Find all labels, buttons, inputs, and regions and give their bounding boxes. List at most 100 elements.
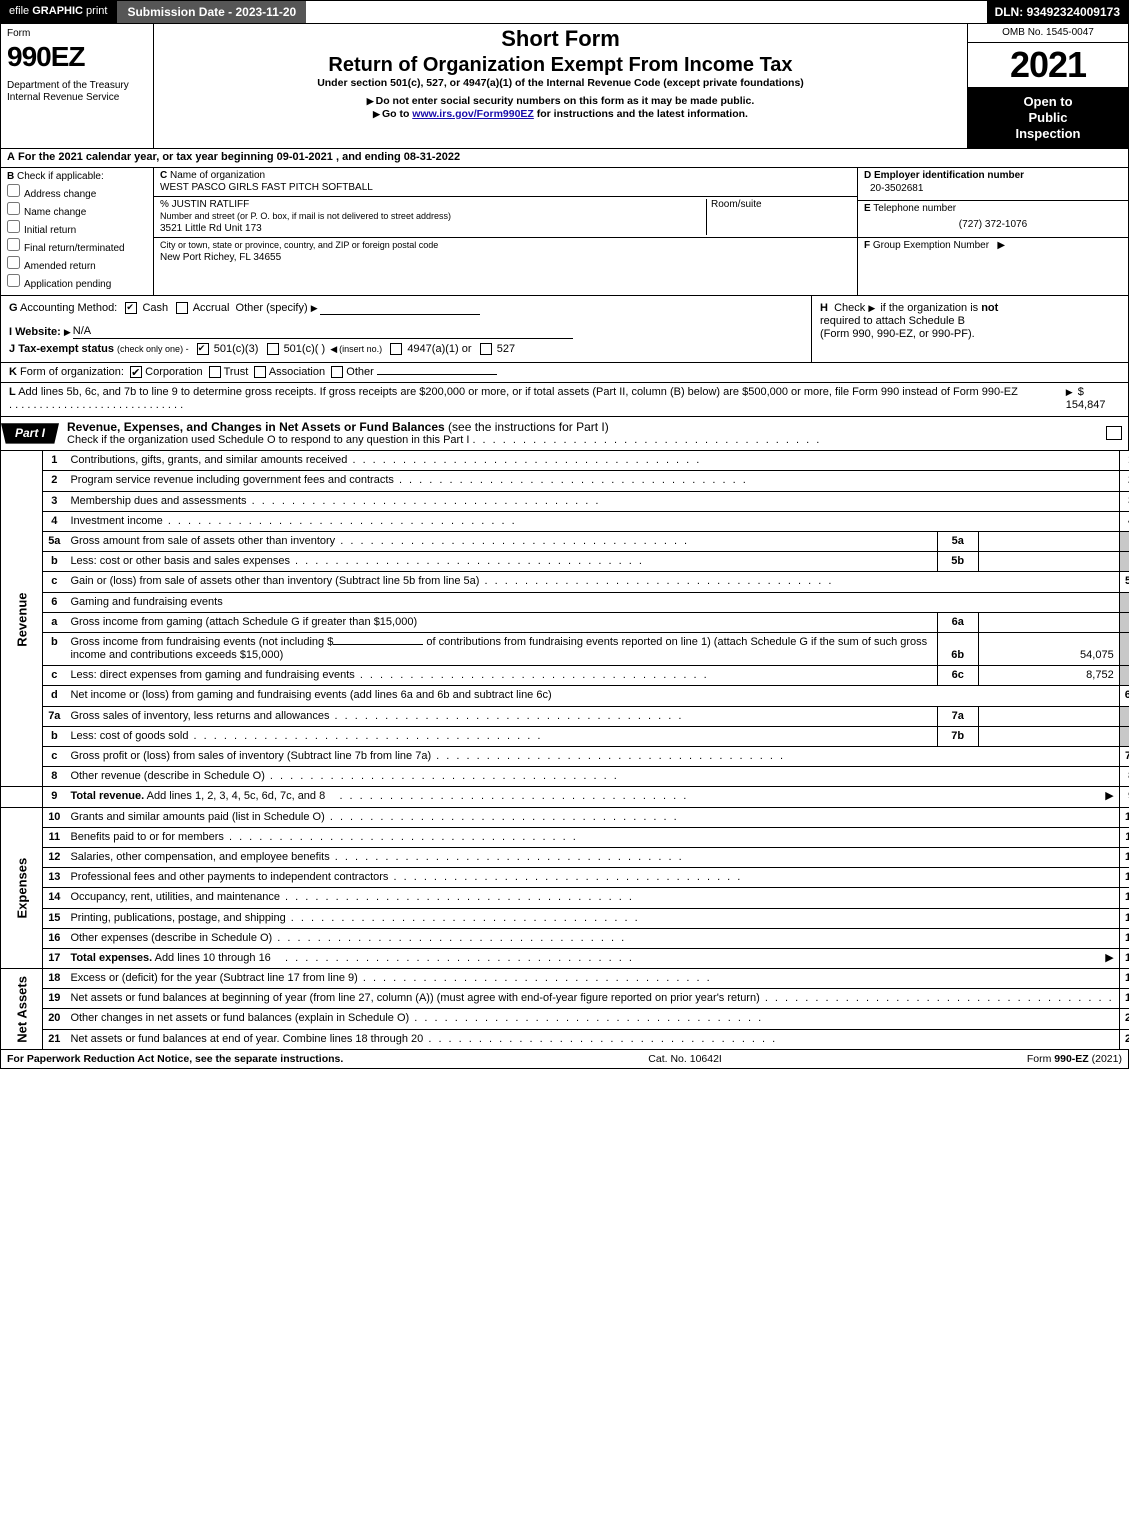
checkbox-accrual[interactable] (176, 302, 188, 314)
lineno: 17 (43, 948, 66, 968)
boxno: 2 (1119, 471, 1129, 491)
page-footer: For Paperwork Reduction Act Notice, see … (0, 1050, 1129, 1070)
j-4947: 4947(a)(1) or (407, 343, 471, 355)
donot-text: Do not enter social security numbers on … (376, 95, 755, 107)
b-checkif: Check if applicable: (17, 171, 104, 182)
dln-pill: DLN: 93492324009173 (987, 1, 1128, 23)
ghij-left: G Accounting Method: Cash Accrual Other … (1, 296, 811, 363)
line-7b: b Less: cost of goods sold 7b (1, 726, 1129, 746)
checkbox-4947[interactable] (390, 343, 402, 355)
checkbox-initial-return[interactable] (7, 220, 20, 233)
g-cash: Cash (142, 302, 168, 314)
grey-cell (1119, 531, 1129, 551)
line-desc: Net income or (loss) from gaming and fun… (70, 689, 551, 701)
h-text1: Check (834, 302, 865, 314)
i-label: I (9, 326, 12, 338)
line-desc: Occupancy, rent, utilities, and maintena… (70, 891, 280, 903)
part1-title-sub: (see the instructions for Part I) (448, 420, 609, 434)
section-b: B Check if applicable: Address change Na… (1, 168, 154, 295)
checkbox-501c3[interactable] (197, 343, 209, 355)
line-3: 3 Membership dues and assessments 3 77,1… (1, 491, 1129, 511)
checkbox-trust[interactable] (209, 366, 221, 378)
line-18: Net Assets 18 Excess or (deficit) for th… (1, 969, 1129, 989)
checkbox-address-change[interactable] (7, 184, 20, 197)
e-text: Telephone number (873, 203, 956, 214)
j-insert: (insert no.) (339, 344, 382, 354)
checkbox-schedule-o[interactable] (1106, 426, 1122, 440)
b-opt-address[interactable]: Address change (7, 184, 147, 201)
checkbox-amended-return[interactable] (7, 256, 20, 269)
line-desc: Less: cost or other basis and sales expe… (70, 555, 290, 567)
dots (472, 434, 821, 446)
boxno: 12 (1119, 847, 1129, 867)
line-21: 21 Net assets or fund balances at end of… (1, 1029, 1129, 1049)
b-opt-pending[interactable]: Application pending (7, 274, 147, 291)
omb-number: OMB No. 1545-0047 (968, 24, 1128, 43)
boxno: 19 (1119, 989, 1129, 1009)
checkbox-cash[interactable] (125, 302, 137, 314)
line-11: 11 Benefits paid to or for members 11 (1, 827, 1129, 847)
line-desc: Add lines 10 through 16 (152, 952, 271, 964)
l-text: Add lines 5b, 6c, and 7b to line 9 to de… (18, 386, 1018, 398)
g-other-blank (320, 314, 480, 315)
checkbox-corporation[interactable]: ✔ (130, 366, 142, 378)
open-line1: Open to (972, 94, 1124, 110)
lineno: 11 (43, 827, 66, 847)
part1-check-o-row: Check if the organization used Schedule … (67, 434, 1094, 447)
boxno: 17 (1119, 948, 1129, 968)
line-desc: Gross amount from sale of assets other t… (70, 535, 335, 547)
line-desc: Gaming and fundraising events (70, 596, 222, 608)
line-desc: Add lines 1, 2, 3, 4, 5c, 6d, 7c, and 8 (144, 790, 325, 802)
form-label: Form (7, 28, 147, 40)
lineno: 8 (43, 767, 66, 787)
footer-left: For Paperwork Reduction Act Notice, see … (7, 1053, 343, 1066)
goto-link[interactable]: www.irs.gov/Form990EZ (412, 108, 534, 120)
boxno: 21 (1119, 1029, 1129, 1049)
checkbox-association[interactable] (254, 366, 266, 378)
row-a: A For the 2021 calendar year, or tax yea… (0, 149, 1129, 167)
k-text: Form of organization: (20, 366, 124, 378)
line-5b: b Less: cost or other basis and sales ex… (1, 552, 1129, 572)
a-text-pre: For the 2021 calendar year, or tax year … (18, 151, 277, 163)
g-accrual: Accrual (193, 302, 230, 314)
k-label: K (9, 366, 17, 378)
d-label: D (864, 170, 871, 181)
vlabel-expenses: Expenses (1, 807, 43, 969)
efile-prefix: efile (9, 5, 32, 17)
open-line2: Public (972, 110, 1124, 126)
submission-date-label: Submission Date - (127, 5, 235, 19)
b-opt-name[interactable]: Name change (7, 202, 147, 219)
line-7a: 7a Gross sales of inventory, less return… (1, 706, 1129, 726)
l-label: L (9, 386, 16, 398)
checkbox-other[interactable] (331, 366, 343, 378)
b-opt-amended[interactable]: Amended return (7, 256, 147, 273)
submission-date-pill: Submission Date - 2023-11-20 (115, 1, 306, 23)
line-desc: Program service revenue including govern… (70, 474, 393, 486)
line-desc: Net assets or fund balances at beginning… (70, 992, 759, 1004)
checkbox-501c[interactable] (267, 343, 279, 355)
abcd-block: B Check if applicable: Address change Na… (0, 168, 1129, 296)
line-desc: Professional fees and other payments to … (70, 871, 388, 883)
line-6: 6 Gaming and fundraising events (1, 592, 1129, 612)
boxno: 1 (1119, 451, 1129, 471)
checkbox-527[interactable] (480, 343, 492, 355)
goto-pre: Go to (382, 108, 412, 120)
mid-box-label: 7b (937, 726, 978, 746)
grey-cell (1119, 592, 1129, 612)
vlabel-netassets: Net Assets (1, 969, 43, 1050)
checkbox-application-pending[interactable] (7, 274, 20, 287)
boxno: 15 (1119, 908, 1129, 928)
k-other: Other (346, 366, 374, 378)
i-text: Website: (15, 326, 61, 338)
part1-tab: Part I (1, 423, 59, 443)
d-block: D Employer identification number 20-3502… (858, 168, 1128, 201)
mid-box-val (978, 726, 1119, 746)
checkbox-name-change[interactable] (7, 202, 20, 215)
section-c: C Name of organization WEST PASCO GIRLS … (154, 168, 857, 295)
section-l: L Add lines 5b, 6c, and 7b to line 9 to … (0, 383, 1129, 416)
b-opt-initial[interactable]: Initial return (7, 220, 147, 237)
line-desc: Gross sales of inventory, less returns a… (70, 710, 329, 722)
arrow-left-icon (328, 343, 339, 355)
checkbox-final-return[interactable] (7, 238, 20, 251)
b-opt-final[interactable]: Final return/terminated (7, 238, 147, 255)
